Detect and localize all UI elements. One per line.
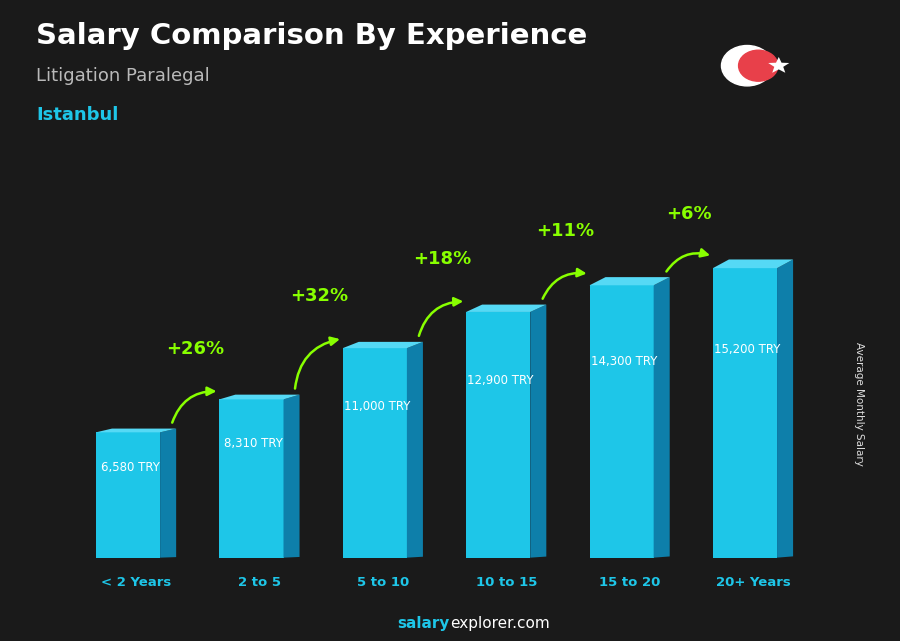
Text: Litigation Paralegal: Litigation Paralegal — [36, 67, 210, 85]
Text: +6%: +6% — [666, 205, 712, 223]
Polygon shape — [466, 304, 546, 312]
Polygon shape — [284, 395, 300, 558]
Text: 8,310 TRY: 8,310 TRY — [224, 437, 284, 450]
Text: Salary Comparison By Experience: Salary Comparison By Experience — [36, 22, 587, 51]
Text: +32%: +32% — [290, 287, 347, 305]
Polygon shape — [777, 260, 793, 558]
Polygon shape — [343, 348, 407, 558]
Polygon shape — [343, 342, 423, 348]
Text: 15 to 20: 15 to 20 — [598, 576, 661, 589]
Polygon shape — [713, 268, 777, 558]
Polygon shape — [160, 429, 176, 558]
Polygon shape — [220, 399, 284, 558]
Text: 5 to 10: 5 to 10 — [356, 576, 409, 589]
Text: 10 to 15: 10 to 15 — [475, 576, 537, 589]
Text: explorer.com: explorer.com — [450, 617, 550, 631]
Text: 11,000 TRY: 11,000 TRY — [344, 401, 410, 413]
Polygon shape — [713, 260, 793, 268]
Text: 6,580 TRY: 6,580 TRY — [101, 461, 160, 474]
Polygon shape — [769, 57, 789, 73]
Circle shape — [739, 50, 778, 81]
Text: 15,200 TRY: 15,200 TRY — [715, 343, 780, 356]
Text: 2 to 5: 2 to 5 — [238, 576, 281, 589]
Polygon shape — [96, 432, 160, 558]
Polygon shape — [653, 277, 670, 558]
Polygon shape — [96, 429, 176, 432]
Polygon shape — [590, 285, 653, 558]
Text: +18%: +18% — [413, 250, 472, 268]
Polygon shape — [590, 277, 670, 285]
Text: Istanbul: Istanbul — [36, 106, 119, 124]
Text: salary: salary — [398, 617, 450, 631]
Circle shape — [722, 46, 773, 86]
Polygon shape — [530, 304, 546, 558]
Text: 20+ Years: 20+ Years — [716, 576, 790, 589]
Text: < 2 Years: < 2 Years — [101, 576, 171, 589]
Polygon shape — [407, 342, 423, 558]
Polygon shape — [466, 312, 530, 558]
Polygon shape — [220, 395, 300, 399]
Text: +11%: +11% — [536, 222, 595, 240]
Text: +26%: +26% — [166, 340, 224, 358]
Text: 14,300 TRY: 14,300 TRY — [591, 355, 657, 368]
Text: Average Monthly Salary: Average Monthly Salary — [854, 342, 865, 466]
Text: 12,900 TRY: 12,900 TRY — [467, 374, 534, 387]
